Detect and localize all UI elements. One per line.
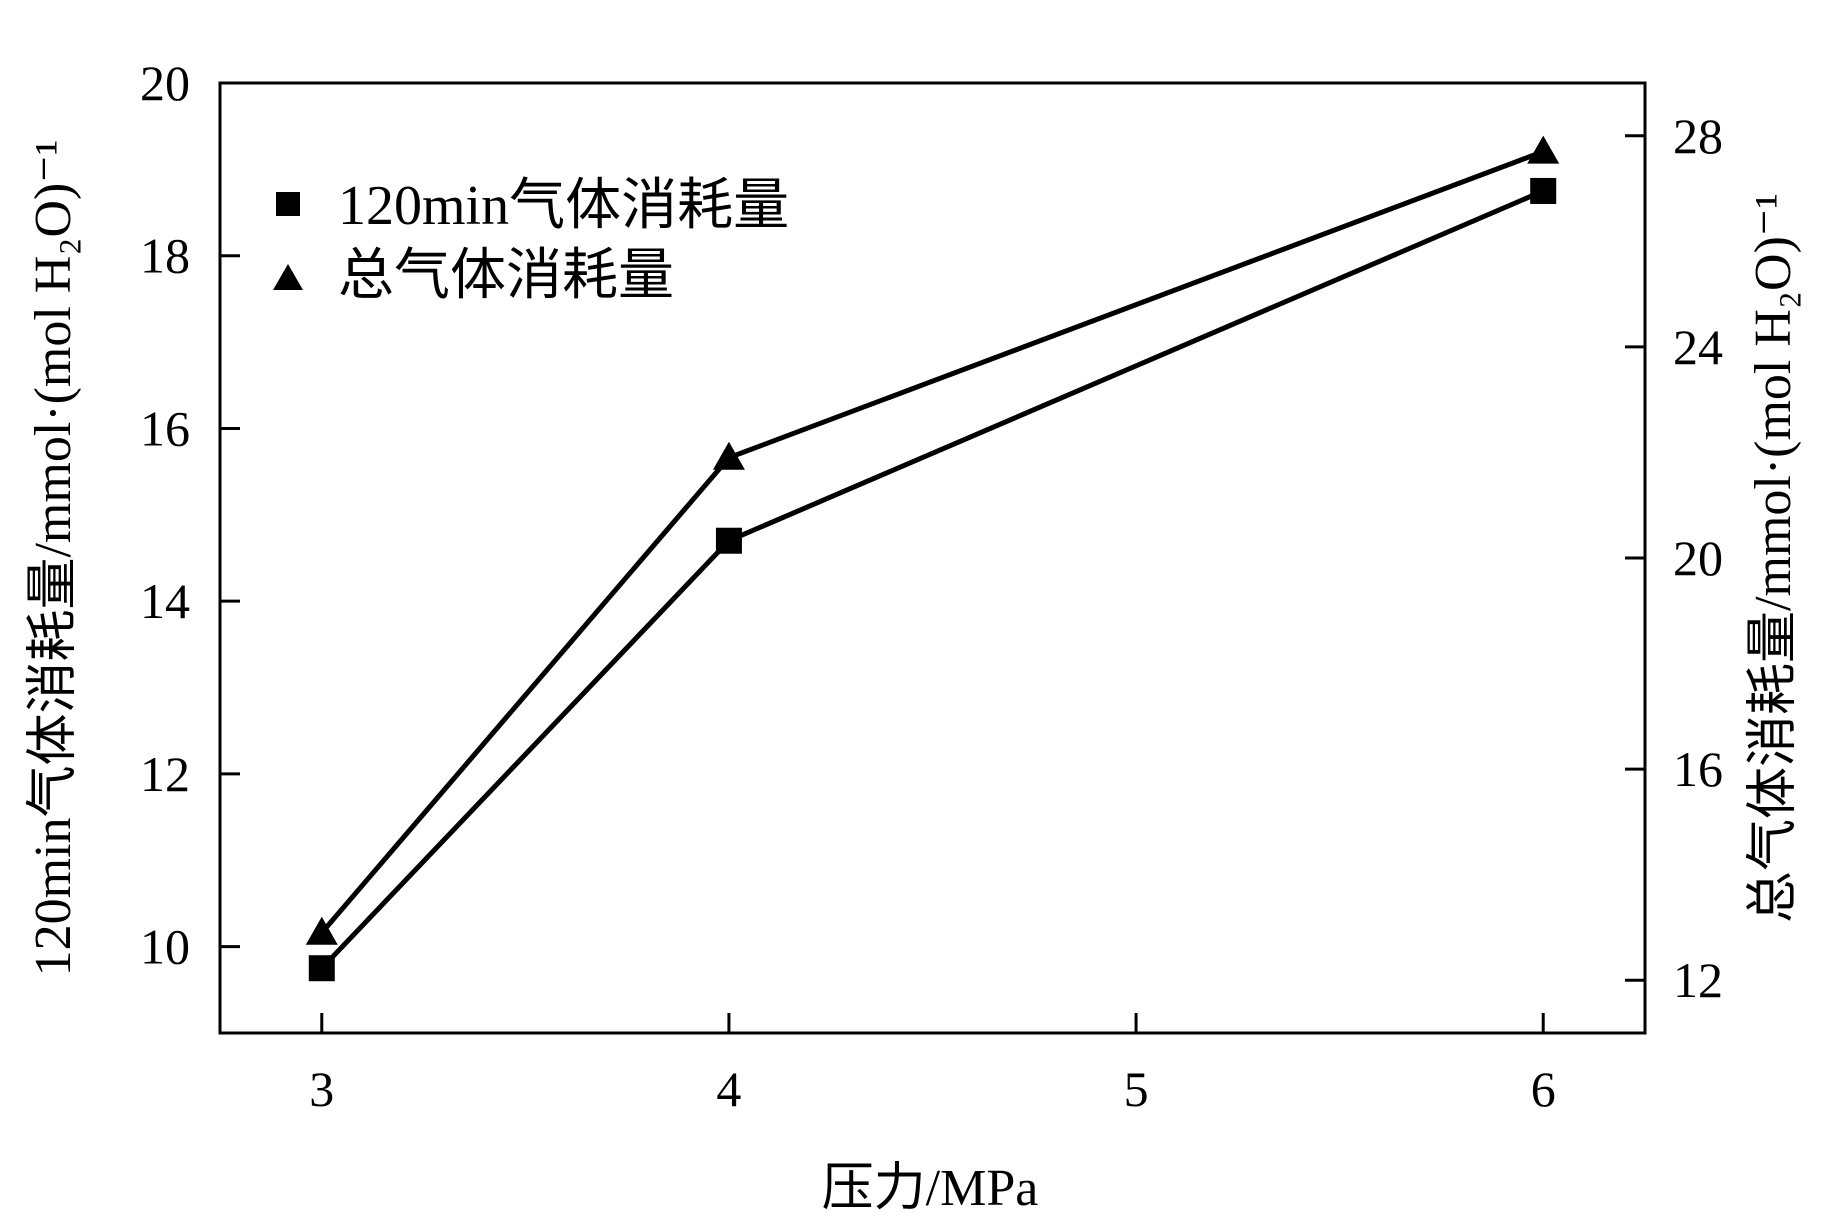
y-left-tick-label: 16 bbox=[140, 400, 190, 456]
y-left-ticks: 10 12 14 16 18 20 bbox=[140, 55, 240, 975]
y-left-tick-label: 18 bbox=[140, 228, 190, 284]
legend-square-marker bbox=[276, 192, 300, 216]
y-left-tick-label: 10 bbox=[140, 919, 190, 975]
y-left-tick-label: 12 bbox=[140, 746, 190, 802]
data-point-square bbox=[715, 527, 742, 554]
data-point-square bbox=[308, 955, 335, 982]
x-axis-title: 压力/MPa bbox=[822, 1160, 1039, 1217]
legend-label-series-2: 总气体消耗量 bbox=[338, 245, 674, 307]
y-right-tick-label: 16 bbox=[1673, 741, 1723, 797]
legend-triangle-marker bbox=[273, 264, 303, 290]
y-right-tick-label: 20 bbox=[1673, 530, 1723, 586]
series-layer bbox=[305, 135, 1560, 982]
x-tick-label: 4 bbox=[716, 1061, 741, 1117]
series-line-1 bbox=[319, 188, 1545, 970]
y-right-tick-label: 28 bbox=[1673, 108, 1723, 164]
data-point-square bbox=[1530, 177, 1557, 204]
y-left-axis-title: 120min气体消耗量/mmol·(mol H₂O)⁻¹ bbox=[25, 140, 82, 977]
x-tick-label: 6 bbox=[1531, 1061, 1556, 1117]
y-left-tick-label: 20 bbox=[140, 55, 190, 111]
y-right-ticks: 12 16 20 24 28 bbox=[1625, 108, 1723, 1008]
data-point-triangle bbox=[712, 441, 745, 470]
legend: 120min气体消耗量 总气体消耗量 bbox=[273, 175, 789, 307]
x-tick-label: 3 bbox=[309, 1061, 334, 1117]
y-right-axis-title: 总气体消耗量/mmol·(mol H₂O)⁻¹ bbox=[1745, 193, 1802, 923]
data-point-triangle bbox=[305, 916, 338, 945]
x-ticks: 3 4 5 6 bbox=[309, 1013, 1556, 1117]
legend-label-series-1: 120min气体消耗量 bbox=[338, 175, 789, 237]
data-point-triangle bbox=[1527, 135, 1560, 164]
y-right-tick-label: 24 bbox=[1673, 319, 1723, 375]
y-right-tick-label: 12 bbox=[1673, 952, 1723, 1008]
x-tick-label: 5 bbox=[1124, 1061, 1149, 1117]
y-left-tick-label: 14 bbox=[140, 573, 190, 629]
